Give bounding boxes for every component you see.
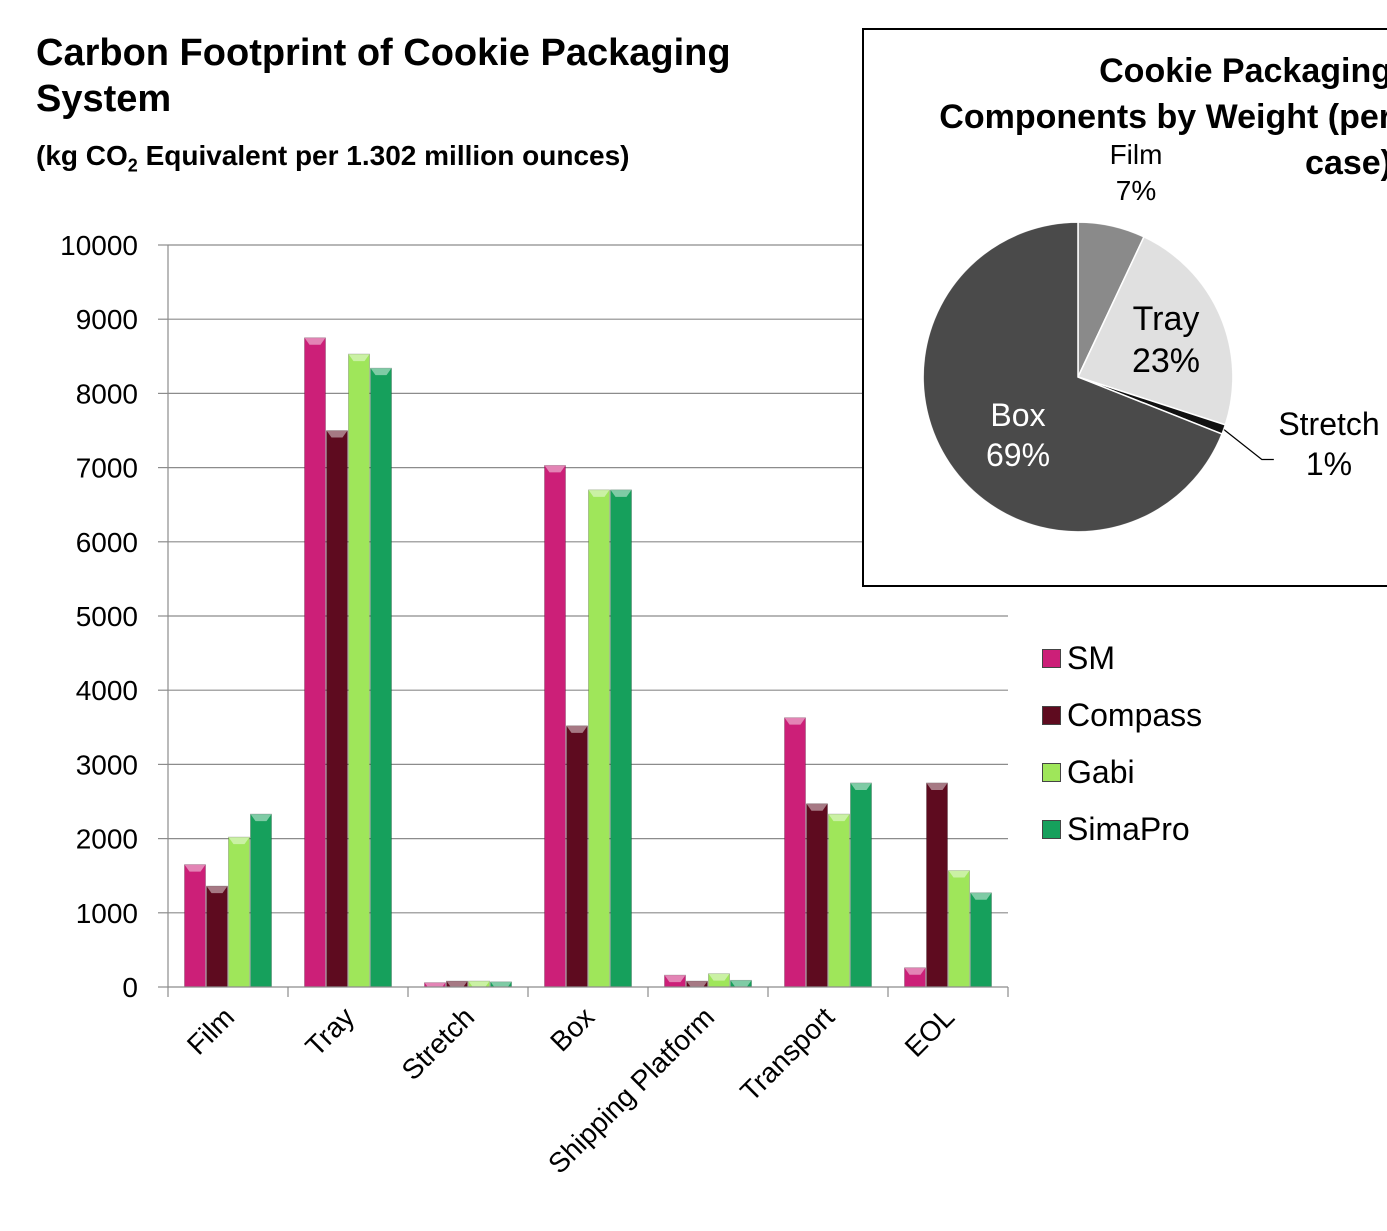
y-tick-label: 10000 (60, 230, 138, 261)
legend-swatch (1042, 649, 1061, 668)
bar-gabi-eol (948, 870, 970, 988)
x-tick-label: EOL (899, 1001, 961, 1063)
bar-bevel (206, 886, 228, 894)
bar-bevel (806, 803, 828, 811)
bar-gabi-transport (828, 813, 850, 988)
bar-sm-box (544, 464, 566, 988)
bar-bevel (588, 489, 610, 497)
y-tick-label: 0 (122, 972, 138, 1003)
bar-bevel (566, 725, 588, 733)
bar-simapro-film (250, 813, 272, 988)
y-tick-label: 5000 (76, 601, 138, 632)
pie-label-box: Box (990, 397, 1045, 433)
x-tick-label: Box (544, 1001, 600, 1057)
x-tick-label: Stretch (396, 1001, 481, 1086)
legend-item-compass: Compass (1042, 687, 1202, 744)
bar-sm-transport (784, 717, 806, 988)
bar-bevel (490, 981, 512, 989)
bar-bevel (446, 981, 468, 989)
bar-bevel (730, 980, 752, 988)
pie-chart-panel: Cookie Packaging Components by Weight (p… (862, 28, 1387, 587)
bar-bevel (948, 870, 970, 878)
bar-simapro-box (610, 489, 632, 988)
bar-bevel (424, 982, 446, 990)
pie-percent-box: 69% (986, 437, 1050, 473)
bar-gabi-film (228, 836, 250, 988)
bar-bevel (184, 864, 206, 872)
bar-sm-tray (304, 337, 326, 988)
bar-bevel (970, 892, 992, 900)
pie-slice-tray (1076, 235, 1234, 426)
y-tick-label: 6000 (76, 527, 138, 558)
bar-bevel (850, 782, 872, 790)
bar-simapro-transport (850, 782, 872, 988)
legend-label: SimaPro (1067, 811, 1190, 847)
pie-slice-box (922, 221, 1224, 533)
bar-bevel (828, 814, 850, 822)
chart-title: Carbon Footprint of Cookie Packaging Sys… (36, 32, 731, 120)
y-tick-label: 7000 (76, 453, 138, 484)
y-tick-label: 2000 (76, 824, 138, 855)
legend-item-gabi: Gabi (1042, 744, 1202, 801)
bar-simapro-eol (970, 892, 992, 988)
bar-bevel (904, 967, 926, 975)
legend-label: Gabi (1067, 754, 1135, 790)
pie-label-film: Film (1110, 139, 1163, 170)
legend-swatch (1042, 706, 1061, 725)
bar-bevel (250, 814, 272, 822)
bar-bevel (664, 975, 686, 983)
subtitle-suffix: Equivalent per 1.302 million ounces) (137, 140, 630, 171)
bar-sm-film (184, 864, 206, 988)
bar-bevel (326, 430, 348, 438)
bar-bevel (784, 717, 806, 725)
y-tick-label: 3000 (76, 749, 138, 780)
bar-compass-transport (806, 803, 828, 988)
pie-percent-film: 7% (1116, 175, 1156, 206)
x-tick-label: Transport (734, 1001, 840, 1107)
bar-bevel (228, 837, 250, 845)
legend-item-simapro: SimaPro (1042, 801, 1202, 858)
legend-item-sm: SM (1042, 630, 1202, 687)
y-tick-label: 4000 (76, 675, 138, 706)
pie-label-stretch: Stretch (1278, 406, 1379, 442)
bar-compass-eol (926, 782, 948, 988)
x-tick-label: Tray (299, 1001, 360, 1062)
pie-percent-tray: 23% (1132, 342, 1200, 380)
pie-label-tray: Tray (1133, 300, 1200, 338)
legend-swatch (1042, 820, 1061, 839)
legend-label: SM (1067, 640, 1115, 676)
y-tick-label: 1000 (76, 898, 138, 929)
bar-compass-box (566, 725, 588, 988)
pie-chart: Film 7% Tray 23% Stretch 1% Box 69% (922, 139, 1380, 533)
subtitle-prefix: (kg CO (36, 140, 128, 171)
pie-leader-line (1223, 429, 1274, 461)
bar-compass-tray (326, 430, 348, 988)
bar-compass-film (206, 885, 228, 988)
bar-bevel (370, 368, 392, 376)
bar-gabi-box (588, 489, 610, 988)
pie-chart-title: Cookie Packaging Components by Weight (p… (939, 52, 1387, 182)
x-tick-label: Film (181, 1001, 240, 1060)
chart-subtitle: (kg CO2 Equivalent per 1.302 million oun… (36, 140, 630, 177)
bar-layer (184, 337, 992, 990)
bar-bevel (544, 465, 566, 473)
legend-label: Compass (1067, 697, 1203, 733)
bar-bevel (708, 973, 730, 981)
bar-bevel (686, 981, 708, 989)
bar-bevel (926, 782, 948, 790)
bar-bevel (304, 337, 326, 345)
bar-bevel (348, 354, 370, 362)
pie-rim (922, 221, 1234, 533)
bar-bevel (468, 981, 490, 989)
y-tick-label: 8000 (76, 378, 138, 409)
pie-percent-stretch: 1% (1306, 446, 1352, 482)
legend-swatch (1042, 763, 1061, 782)
bar-simapro-tray (370, 367, 392, 988)
subtitle-subscript: 2 (127, 155, 138, 176)
y-tick-label: 9000 (76, 304, 138, 335)
bar-gabi-tray (348, 353, 370, 988)
legend: SM Compass Gabi SimaPro (1042, 630, 1202, 858)
bar-bevel (610, 489, 632, 497)
